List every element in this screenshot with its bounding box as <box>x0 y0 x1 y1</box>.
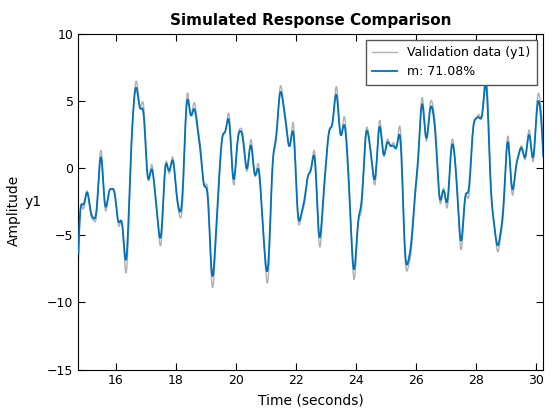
Line: m: 71.08%: m: 71.08% <box>78 84 543 276</box>
X-axis label: Time (seconds): Time (seconds) <box>258 393 363 407</box>
Title: Simulated Response Comparison: Simulated Response Comparison <box>170 13 451 28</box>
m: 71.08%: (30.2, 0.873): 71.08%: (30.2, 0.873) <box>540 154 547 159</box>
Legend: Validation data (y1), m: 71.08%: Validation data (y1), m: 71.08% <box>366 40 537 84</box>
Validation data (y1) <box>395 134 402 139</box>
Validation data (y1) <box>280 100 287 105</box>
m: 71.08%: (19.2, -8.04): 71.08%: (19.2, -8.04) <box>209 273 216 278</box>
Validation data (y1) <box>75 257 82 262</box>
m: 71.08%: (21, -7.69): 71.08%: (21, -7.69) <box>263 269 270 274</box>
m: 71.08%: (28.3, 6.23): 71.08%: (28.3, 6.23) <box>482 81 489 87</box>
Validation data (y1) <box>123 270 129 276</box>
m: 71.08%: (21.6, 4.58): 71.08%: (21.6, 4.58) <box>280 104 287 109</box>
Validation data (y1) <box>263 279 270 284</box>
m: 71.08%: (14.8, -6.35): 71.08%: (14.8, -6.35) <box>75 251 82 256</box>
Validation data (y1) <box>209 285 216 290</box>
Validation data (y1) <box>446 170 453 175</box>
m: 71.08%: (27.1, -0.291): 71.08%: (27.1, -0.291) <box>446 169 453 174</box>
m: 71.08%: (25.4, 2.13): 71.08%: (25.4, 2.13) <box>395 137 402 142</box>
Validation data (y1) <box>438 198 445 203</box>
m: 71.08%: (26.9, -2.25): 71.08%: (26.9, -2.25) <box>438 196 445 201</box>
Y-axis label: y1: y1 <box>25 194 42 209</box>
Text: Amplitude: Amplitude <box>7 174 21 246</box>
Line: Validation data (y1): Validation data (y1) <box>78 72 543 287</box>
m: 71.08%: (16.3, -6.84): 71.08%: (16.3, -6.84) <box>123 257 129 262</box>
Validation data (y1) <box>540 145 547 150</box>
Validation data (y1) <box>483 69 489 74</box>
